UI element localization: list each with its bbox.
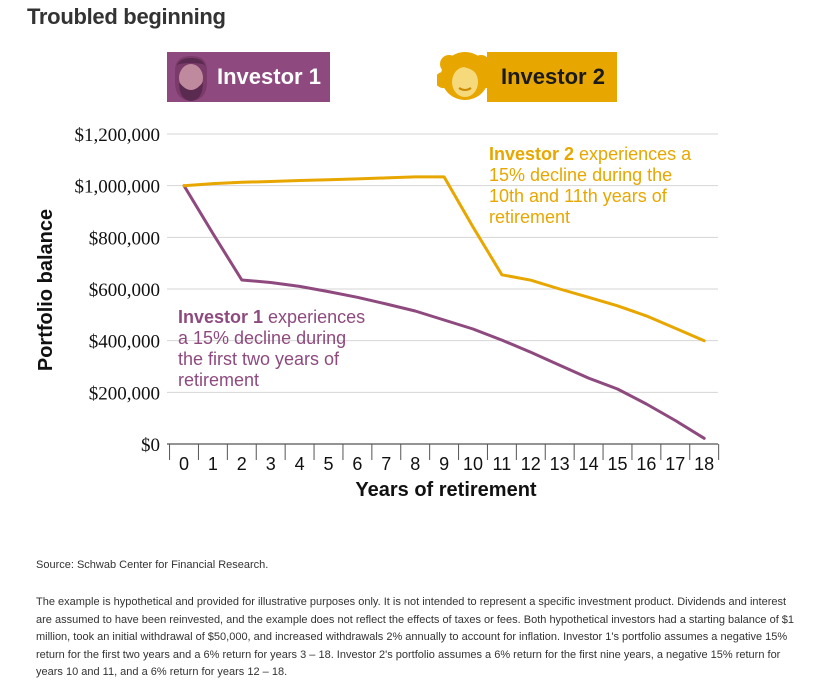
x-tick-label: 15 [607, 454, 627, 474]
y-tick-label: $200,000 [89, 383, 160, 404]
x-tick-label: 12 [521, 454, 541, 474]
x-tick-label: 6 [352, 454, 362, 474]
y-tick-label: $800,000 [89, 228, 160, 249]
x-tick-label: 5 [323, 454, 333, 474]
x-tick-label: 0 [179, 454, 189, 474]
annotation-investor-1: Investor 1 experiences a 15% decline duri… [178, 307, 365, 390]
y-tick-label: $400,000 [89, 332, 160, 353]
investor-1-badge: Investor 1 [167, 52, 330, 102]
x-tick-label: 13 [550, 454, 570, 474]
x-tick-label: 2 [237, 454, 247, 474]
chart-title: Troubled beginning [27, 4, 226, 29]
x-axis-label: Years of retirement [355, 479, 537, 501]
x-tick-label: 11 [493, 454, 512, 474]
x-tick-label: 14 [579, 454, 599, 474]
x-tick-label: 9 [439, 454, 449, 474]
x-tick-label: 8 [410, 454, 420, 474]
series-line-investor-1 [182, 184, 706, 440]
x-tick-label: 3 [266, 454, 276, 474]
y-tick-label: $0 [141, 435, 160, 456]
y-tick-label: $1,000,000 [75, 177, 161, 198]
x-tick-label: 4 [295, 454, 305, 474]
x-tick-label: 17 [665, 454, 685, 474]
annotation-bold: Investor 1 [178, 307, 263, 327]
man-avatar-icon [167, 52, 330, 102]
y-axis-label: Portfolio balance [35, 209, 57, 371]
x-tick-label: 1 [208, 454, 218, 474]
x-tick-label: 18 [694, 454, 714, 474]
y-tick-label: $600,000 [89, 280, 160, 301]
y-tick-label: $1,200,000 [75, 125, 161, 146]
x-tick-label: 7 [381, 454, 391, 474]
annotation-bold: Investor 2 [489, 144, 574, 164]
series-line-investor-2 [182, 175, 706, 343]
investor-2-label: Investor 2 [501, 64, 605, 89]
investor-2-badge: Investor 2 [437, 52, 617, 102]
line-chart: $0 $200,000 $400,000 $600,000 $800,000 $1,000… [35, 125, 720, 501]
x-tick-label: 10 [463, 454, 483, 474]
woman-avatar-icon [437, 52, 617, 102]
source-note: Source: Schwab Center for Financial Rese… [36, 559, 269, 571]
investor-1-label: Investor 1 [217, 64, 321, 89]
disclaimer-text: The example is hypothetical and provided… [36, 596, 795, 678]
x-tick-label: 16 [636, 454, 656, 474]
annotation-investor-2: Investor 2 experiences a 15% decline duri… [489, 144, 692, 227]
